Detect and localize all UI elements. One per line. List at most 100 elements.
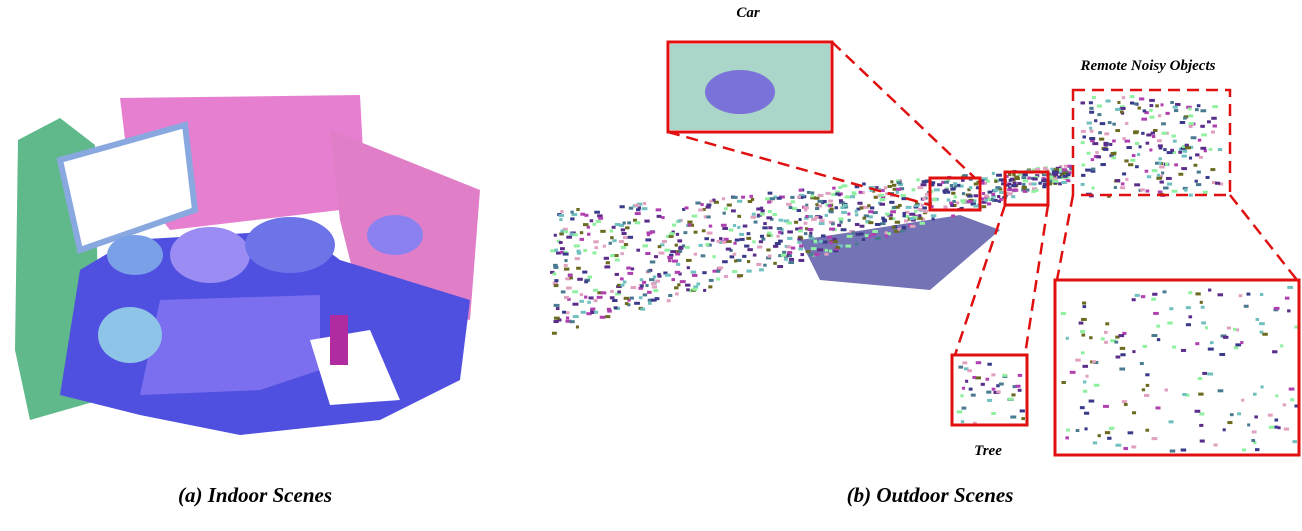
point [762,226,767,229]
point [653,289,658,292]
point [918,214,921,217]
point [797,238,801,241]
point [1122,172,1126,175]
point [1098,131,1102,134]
point [733,253,737,256]
point [1180,121,1185,124]
point [1146,190,1150,193]
point [972,376,976,379]
point [1092,142,1098,145]
point [885,234,888,237]
point [1135,294,1140,297]
point [1043,179,1047,182]
point [892,226,896,229]
point [1140,188,1145,191]
point [879,203,885,206]
point [665,274,671,277]
point [1196,183,1201,186]
point [991,412,996,415]
point [1152,437,1158,440]
point [1211,117,1217,120]
point [1112,139,1116,142]
point [1122,96,1125,99]
point [709,200,712,203]
point [868,221,873,224]
point [961,420,964,423]
point [623,281,627,284]
point [814,216,818,219]
point [1161,132,1167,135]
point [651,299,657,302]
point [962,387,965,390]
point [1278,426,1281,429]
point [1161,122,1166,125]
point [1157,338,1160,341]
point [572,303,578,306]
point [875,237,880,240]
point [1132,411,1136,414]
point [761,209,765,212]
point [590,219,594,222]
point [642,244,648,247]
point [678,247,683,250]
point [576,208,579,211]
point [813,240,817,243]
point [1198,393,1203,396]
point [1156,406,1161,409]
point [1022,183,1025,186]
point [1142,388,1145,391]
point [1223,336,1228,339]
point [760,207,763,210]
point [737,200,742,203]
point [765,197,770,200]
point [872,230,878,233]
point [1131,445,1136,448]
point [997,195,1000,198]
point [984,194,989,197]
point [1094,119,1097,122]
point [1082,164,1086,167]
point [1200,440,1205,443]
point [974,194,979,197]
point [1215,182,1220,185]
point [787,251,792,254]
point [1169,420,1174,423]
point [625,226,629,229]
point [1218,293,1224,296]
point [992,172,995,175]
point [620,205,625,208]
point [1172,346,1176,349]
point [756,263,761,266]
point [1200,301,1203,304]
point [1081,334,1085,337]
point [1197,171,1201,174]
point [635,212,641,215]
point [685,284,690,287]
point [1163,148,1166,151]
point [1201,321,1206,324]
point [1132,154,1136,157]
point [1166,177,1172,180]
point [1027,177,1030,180]
remote-inset [1055,280,1299,455]
point [731,209,736,212]
point [1064,165,1068,168]
point [661,216,664,219]
point [1153,129,1158,132]
point [792,207,797,210]
point [636,249,640,252]
point [985,378,989,381]
point [692,215,698,218]
point [560,210,563,213]
point [1082,305,1086,308]
leader-line [1025,205,1048,355]
point [855,213,858,216]
point [680,280,686,283]
point [1184,189,1188,192]
point [1062,168,1067,171]
point [841,184,847,187]
point [1188,107,1191,110]
point [615,273,619,276]
point [1130,159,1135,162]
point [610,296,615,299]
